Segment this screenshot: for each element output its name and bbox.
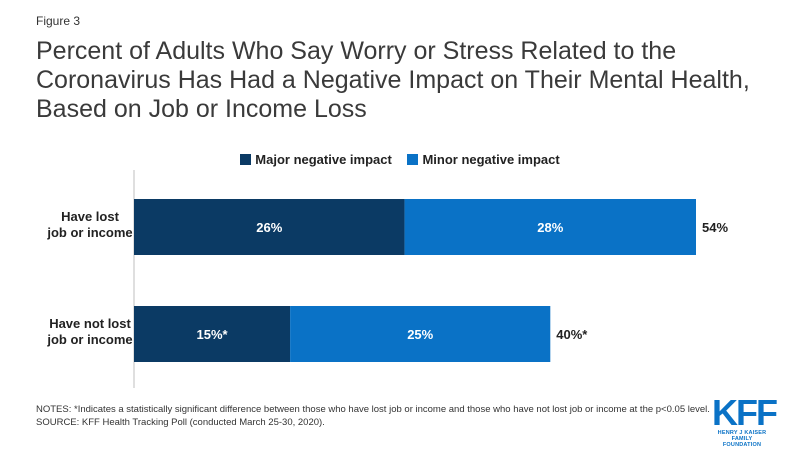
data-label: 28% <box>537 220 563 235</box>
bar-segment-major <box>134 199 405 255</box>
source-text: SOURCE: KFF Health Tracking Poll (conduc… <box>36 417 325 428</box>
legend-item-minor: Minor negative impact <box>407 152 560 167</box>
bar-segment-minor <box>404 199 696 255</box>
total-label: 54% <box>702 220 728 235</box>
chart-notes: NOTES: *Indicates a statistically signif… <box>36 403 716 429</box>
chart-legend: Major negative impact Minor negative imp… <box>0 152 800 168</box>
kff-logo: KFF HENRY J KAISER FAMILY FOUNDATION <box>712 392 778 449</box>
chart-title: Percent of Adults Who Say Worry or Stres… <box>36 37 776 124</box>
category-label: Have lost <box>61 209 119 224</box>
chart-title-line: Based on Job or Income Loss <box>36 95 367 123</box>
legend-label-minor: Minor negative impact <box>422 152 560 167</box>
bar-segment-minor <box>290 306 551 362</box>
chart-title-line: Coronavirus Has Had a Negative Impact on… <box>36 66 750 94</box>
figure-label: Figure 3 <box>36 14 81 28</box>
data-label: 26% <box>256 220 282 235</box>
category-label: Have not lost <box>49 316 131 331</box>
category-label: job or income <box>46 225 132 240</box>
data-label: 15%* <box>197 327 229 342</box>
legend-swatch-major <box>240 154 252 165</box>
legend-swatch-minor <box>407 154 419 165</box>
legend-label-major: Major negative impact <box>255 152 392 167</box>
category-label: job or income <box>46 332 132 347</box>
bar-segment-major <box>134 306 291 362</box>
notes-text: NOTES: *Indicates a statistically signif… <box>36 404 710 415</box>
logo-subtitle-1: HENRY J KAISER <box>717 430 767 436</box>
legend-item-major: Major negative impact <box>240 152 392 167</box>
chart-title-line: Percent of Adults Who Say Worry or Stres… <box>36 37 677 65</box>
total-label: 40%* <box>556 327 588 342</box>
logo-subtitle-2: FAMILY FOUNDATION <box>722 436 762 448</box>
logo-mark: KFF <box>712 392 778 433</box>
data-label: 25% <box>407 327 433 342</box>
